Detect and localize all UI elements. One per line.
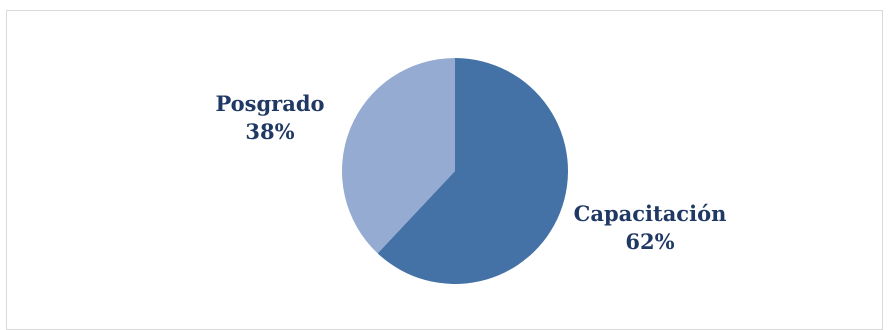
slice-label-posgrado: Posgrado 38% [205, 90, 335, 146]
slice-name-capacitacion: Capacitación [573, 201, 727, 226]
pie-slice-posgrado [341, 58, 455, 254]
slice-name-posgrado: Posgrado [215, 91, 325, 116]
slice-percent-capacitacion: 62% [625, 229, 675, 254]
slice-label-capacitacion: Capacitación 62% [560, 200, 740, 256]
slice-percent-posgrado: 38% [245, 119, 295, 144]
pie-slice-capacitacion [377, 58, 568, 284]
